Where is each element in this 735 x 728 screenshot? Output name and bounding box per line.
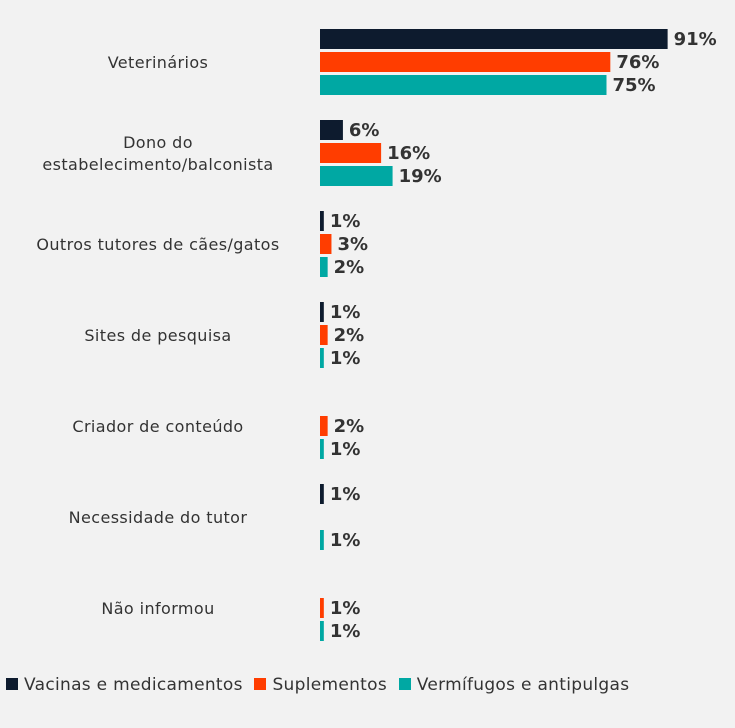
bar-vermifugos-5 (320, 530, 324, 550)
bar-vacinas-3 (320, 302, 324, 322)
legend-item-vermifugos: Vermífugos e antipulgas (398, 675, 630, 695)
legend-label-vacinas: Vacinas e medicamentos (24, 675, 243, 695)
category-label-line: Não informou (101, 599, 214, 618)
bar-vacinas-2 (320, 211, 324, 231)
value-label-vermifugos-1: 19% (399, 166, 442, 187)
category-label-6: Não informou (101, 599, 214, 618)
bar-suplementos-4 (320, 416, 328, 436)
category-label-line: Veterinários (108, 53, 209, 72)
category-label-line: Sites de pesquisa (84, 326, 231, 345)
bar-suplementos-6 (320, 598, 324, 618)
category-label-line: Necessidade do tutor (69, 508, 248, 527)
bar-vacinas-0 (320, 29, 668, 49)
category-label-line: Criador de conteúdo (72, 417, 243, 436)
bar-suplementos-2 (320, 234, 332, 254)
value-label-vermifugos-4: 1% (330, 439, 361, 460)
value-label-vacinas-1: 6% (349, 120, 380, 141)
bar-vermifugos-0 (320, 75, 607, 95)
category-label-3: Sites de pesquisa (84, 326, 231, 345)
value-label-suplementos-1: 16% (387, 143, 430, 164)
category-label-line: Outros tutores de cães/gatos (36, 235, 279, 254)
value-label-suplementos-2: 3% (337, 234, 368, 255)
value-label-vermifugos-2: 2% (334, 257, 365, 278)
value-label-vacinas-5: 1% (330, 484, 361, 505)
value-label-vermifugos-0: 75% (613, 75, 656, 96)
legend-swatch-vermifugos (398, 678, 411, 690)
value-label-vacinas-0: 91% (674, 29, 717, 50)
bar-suplementos-1 (320, 143, 382, 163)
bar-vermifugos-1 (320, 166, 393, 186)
chart-legend: Vacinas e medicamentos Suplementos Vermí… (6, 672, 706, 698)
bar-vermifugos-3 (320, 348, 324, 368)
legend-item-suplementos: Suplementos (254, 675, 387, 695)
legend-swatch-vacinas (6, 678, 18, 690)
category-label-4: Criador de conteúdo (72, 417, 243, 436)
value-label-vermifugos-5: 1% (330, 530, 361, 551)
value-label-vacinas-2: 1% (330, 211, 361, 232)
value-label-vacinas-3: 1% (330, 302, 361, 323)
value-label-suplementos-4: 2% (334, 416, 365, 437)
legend-item-vacinas: Vacinas e medicamentos (6, 675, 243, 695)
value-label-suplementos-6: 1% (330, 598, 361, 619)
legend-label-vermifugos: Vermífugos e antipulgas (416, 675, 630, 695)
value-label-vermifugos-6: 1% (330, 621, 361, 642)
category-label-0: Veterinários (108, 53, 209, 72)
bar-vacinas-5 (320, 484, 324, 504)
value-label-vermifugos-3: 1% (330, 348, 361, 369)
category-label-line: Dono do (123, 133, 193, 152)
bar-vermifugos-6 (320, 621, 324, 641)
value-label-suplementos-3: 2% (334, 325, 365, 346)
bar-vermifugos-2 (320, 257, 328, 277)
bar-suplementos-0 (320, 52, 611, 72)
category-label-2: Outros tutores de cães/gatos (36, 235, 279, 254)
bar-vermifugos-4 (320, 439, 324, 459)
category-label-1: Dono do estabelecimento/balconista (42, 133, 273, 174)
bar-suplementos-3 (320, 325, 328, 345)
legend-label-suplementos: Suplementos (272, 675, 388, 695)
bar-chart: Veterinários 91% 76%75% Dono do estabelecime… (36, 29, 717, 642)
bar-vacinas-1 (320, 120, 343, 140)
value-label-suplementos-0: 76% (616, 52, 659, 73)
category-label-5: Necessidade do tutor (69, 508, 248, 527)
category-label-line: estabelecimento/balconista (42, 155, 273, 174)
legend-swatch-suplementos (254, 678, 267, 690)
